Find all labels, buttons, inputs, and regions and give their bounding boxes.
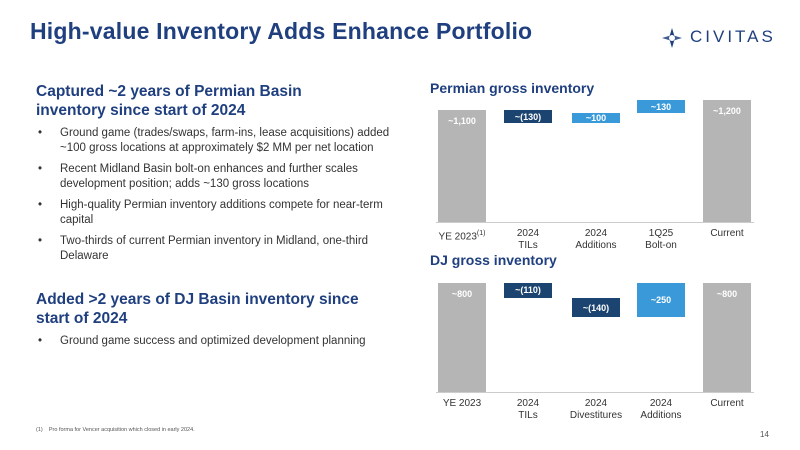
value-label: ~250 (650, 295, 672, 306)
category-label: Current (692, 398, 762, 410)
bar (703, 100, 751, 222)
category-text: Current (710, 228, 744, 239)
value-label: ~(110) (515, 285, 541, 296)
category-text: 2024 TILs (516, 228, 540, 251)
bar (637, 283, 685, 318)
category-label: 1Q25 Bolt-on (626, 228, 696, 252)
bar (438, 110, 486, 222)
bullet: High-quality Permian inventory additions… (38, 198, 400, 227)
category-text: Current (710, 398, 744, 409)
bar (504, 283, 552, 298)
baseline (436, 222, 754, 223)
category-label: 2024 TILs (493, 398, 563, 422)
bar (637, 100, 685, 114)
value-label: ~1,200 (713, 106, 741, 116)
category-text: 2024 Divestitures (569, 398, 623, 421)
bullet: Two-thirds of current Permian inventory … (38, 234, 400, 263)
category-text: 2024 Additions (640, 398, 682, 421)
value-label: ~100 (585, 113, 607, 124)
slide-title: High-value Inventory Adds Enhance Portfo… (30, 18, 533, 44)
bullet: Ground game success and optimized develo… (38, 334, 400, 349)
bullet: Ground game (trades/swaps, farm-ins, lea… (38, 126, 400, 155)
category-text: YE 2023 (442, 398, 482, 409)
logo-icon (662, 28, 682, 48)
bullet-list: Ground game (trades/swaps, farm-ins, lea… (36, 126, 400, 270)
category-label: 2024 Additions (626, 398, 696, 422)
value-label: ~(130) (514, 111, 542, 122)
value-label: ~800 (451, 289, 473, 299)
bullet: Recent Midland Basin bolt-on enhances an… (38, 162, 400, 191)
bar (438, 283, 486, 392)
category-label: Current (692, 228, 762, 240)
bullet-list: Ground game success and optimized develo… (36, 334, 400, 356)
chart-title: Permian gross inventory (430, 80, 595, 96)
value-label: ~(140) (582, 302, 610, 313)
category-text: 2024 Additions (575, 228, 617, 251)
category-text: 2024 TILs (516, 398, 540, 421)
footnote-marker: (1) (36, 427, 43, 433)
section-heading: Captured ~2 years of Permian Basin inven… (36, 83, 302, 119)
page-number: 14 (760, 430, 769, 439)
category-label: YE 2023(1) (427, 228, 497, 243)
footnote-text: Pro forma for Vencer acquisition which c… (48, 427, 195, 433)
bar (572, 297, 620, 318)
section-heading: Added >2 years of DJ Basin inventory sin… (36, 291, 359, 327)
chart-title: DJ gross inventory (430, 252, 557, 268)
category-label: 2024 TILs (493, 228, 563, 252)
category-label: 2024 Divestitures (561, 398, 631, 422)
category-text: YE 2023 (438, 231, 477, 243)
category-label: YE 2023 (427, 398, 497, 410)
value-label: ~1,100 (448, 116, 476, 127)
baseline (436, 392, 754, 393)
value-label: ~800 (716, 289, 738, 299)
bar (572, 113, 620, 124)
bar (703, 283, 751, 392)
value-label: ~130 (650, 101, 672, 112)
category-text: 1Q25 Bolt-on (645, 228, 677, 251)
bar (504, 110, 552, 124)
footnote-ref: (1) (476, 230, 486, 237)
footnote: (1) Pro forma for Vencer acquisition whi… (36, 427, 195, 433)
category-label: 2024 Additions (561, 228, 631, 252)
logo-text: CIVITAS (690, 27, 776, 46)
